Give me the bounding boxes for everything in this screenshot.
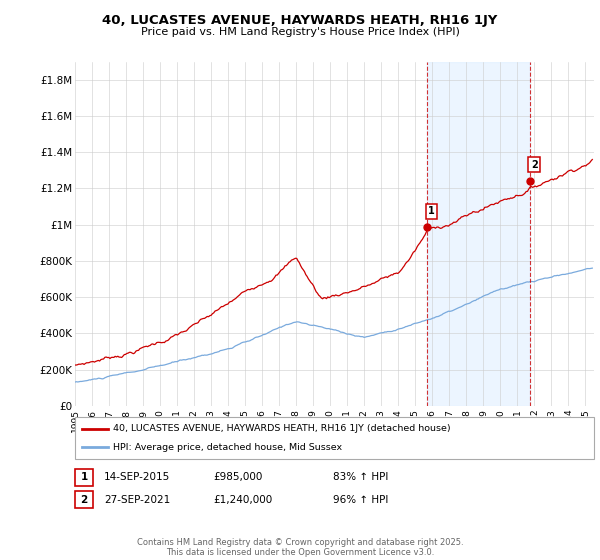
Text: 83% ↑ HPI: 83% ↑ HPI — [333, 472, 388, 482]
Text: HPI: Average price, detached house, Mid Sussex: HPI: Average price, detached house, Mid … — [113, 443, 342, 452]
Text: 2: 2 — [531, 160, 538, 170]
Text: 96% ↑ HPI: 96% ↑ HPI — [333, 494, 388, 505]
Text: Contains HM Land Registry data © Crown copyright and database right 2025.
This d: Contains HM Land Registry data © Crown c… — [137, 538, 463, 557]
Text: 27-SEP-2021: 27-SEP-2021 — [104, 494, 170, 505]
Text: 1: 1 — [80, 472, 88, 482]
Text: 14-SEP-2015: 14-SEP-2015 — [104, 472, 170, 482]
Text: £1,240,000: £1,240,000 — [213, 494, 272, 505]
Text: 40, LUCASTES AVENUE, HAYWARDS HEATH, RH16 1JY (detached house): 40, LUCASTES AVENUE, HAYWARDS HEATH, RH1… — [113, 424, 451, 433]
Text: Price paid vs. HM Land Registry's House Price Index (HPI): Price paid vs. HM Land Registry's House … — [140, 27, 460, 37]
Text: 2: 2 — [80, 494, 88, 505]
Text: 40, LUCASTES AVENUE, HAYWARDS HEATH, RH16 1JY: 40, LUCASTES AVENUE, HAYWARDS HEATH, RH1… — [103, 14, 497, 27]
Text: £985,000: £985,000 — [213, 472, 262, 482]
Bar — [427, 62, 530, 406]
Text: 1: 1 — [428, 206, 435, 216]
